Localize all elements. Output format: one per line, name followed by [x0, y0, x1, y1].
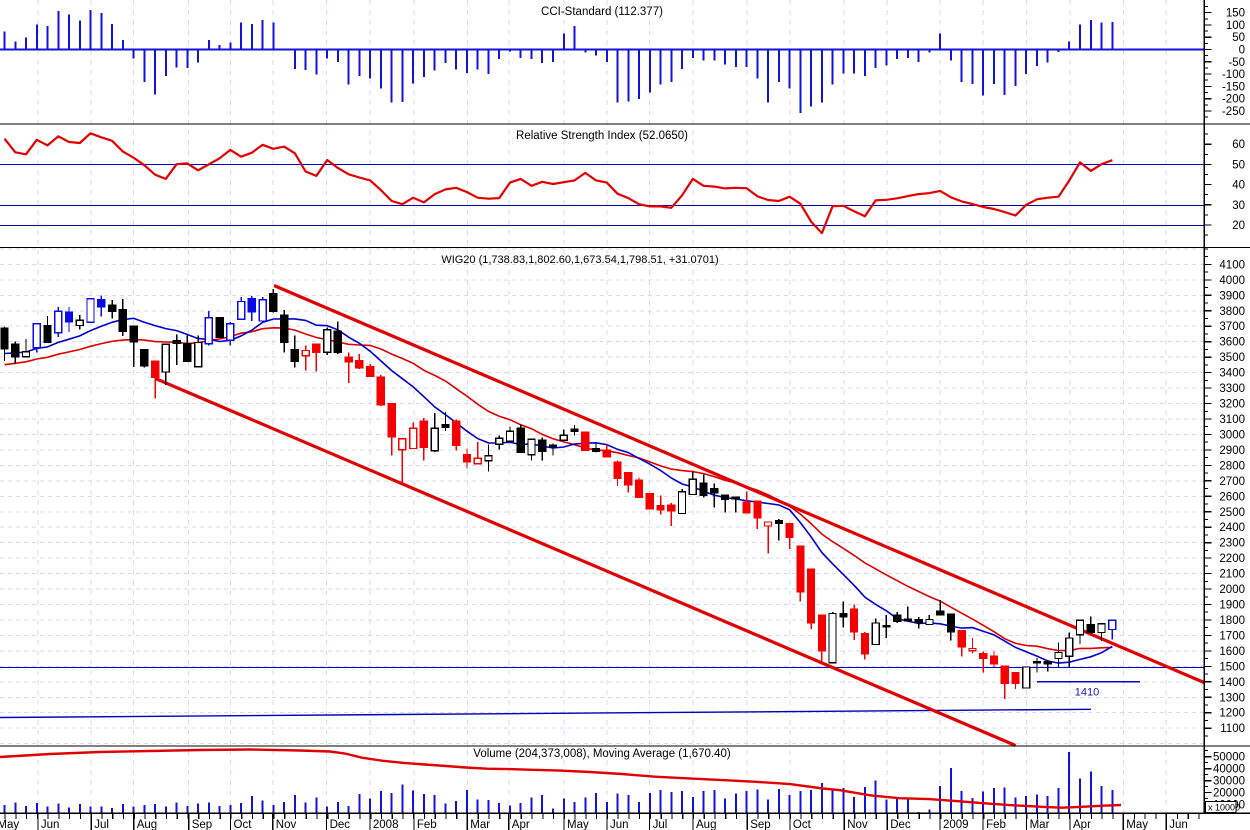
svg-text:Oct: Oct	[234, 819, 253, 830]
svg-text:Mar: Mar	[470, 819, 490, 830]
svg-text:2700: 2700	[1219, 476, 1245, 488]
svg-text:-50: -50	[1228, 57, 1245, 69]
svg-text:3700: 3700	[1219, 321, 1245, 333]
svg-text:Nov: Nov	[847, 819, 868, 830]
svg-text:0: 0	[1239, 45, 1245, 57]
svg-text:Aug: Aug	[137, 819, 157, 830]
svg-text:2500: 2500	[1219, 507, 1245, 519]
svg-text:Jul: Jul	[94, 819, 109, 830]
svg-text:3800: 3800	[1219, 306, 1245, 318]
svg-text:3200: 3200	[1219, 399, 1245, 411]
svg-text:150: 150	[1226, 8, 1245, 20]
svg-text:Dec: Dec	[890, 819, 911, 830]
svg-text:2100: 2100	[1219, 569, 1245, 581]
svg-text:Jun: Jun	[41, 819, 60, 830]
svg-text:2600: 2600	[1219, 491, 1245, 503]
svg-text:2000: 2000	[1219, 584, 1245, 596]
svg-text:Nov: Nov	[276, 819, 297, 830]
svg-text:Jul: Jul	[653, 819, 668, 830]
svg-text:Jun: Jun	[1169, 819, 1188, 830]
svg-text:20000: 20000	[1213, 788, 1245, 800]
svg-text:4000: 4000	[1219, 275, 1245, 287]
svg-text:Sep: Sep	[750, 819, 770, 830]
svg-text:3400: 3400	[1219, 368, 1245, 380]
svg-text:Feb: Feb	[986, 819, 1006, 830]
svg-text:1300: 1300	[1219, 692, 1245, 704]
svg-text:100: 100	[1226, 20, 1245, 32]
svg-text:Mar: Mar	[1030, 819, 1050, 830]
svg-text:1100: 1100	[1220, 723, 1245, 735]
svg-text:May: May	[1126, 819, 1148, 830]
svg-text:1500: 1500	[1219, 661, 1245, 673]
svg-text:1200: 1200	[1219, 708, 1245, 720]
svg-text:x 10000: x 10000	[1208, 803, 1240, 813]
svg-text:Jun: Jun	[610, 819, 629, 830]
svg-text:Apr: Apr	[1073, 819, 1091, 830]
svg-text:Relative Strength Index (52.06: Relative Strength Index (52.0650)	[516, 130, 688, 142]
svg-text:3000: 3000	[1219, 430, 1245, 442]
svg-text:WIG20 (1,738.83,1,802.60,1,673: WIG20 (1,738.83,1,802.60,1,673.54,1,798.…	[441, 254, 718, 266]
svg-text:Apr: Apr	[512, 819, 530, 830]
svg-text:CCI-Standard (112.377): CCI-Standard (112.377)	[541, 6, 663, 18]
svg-text:2008: 2008	[373, 819, 399, 830]
svg-text:3500: 3500	[1219, 352, 1245, 364]
svg-text:Aug: Aug	[696, 819, 716, 830]
svg-text:60: 60	[1232, 139, 1245, 151]
svg-text:-250: -250	[1222, 106, 1245, 118]
svg-text:-100: -100	[1222, 69, 1245, 81]
svg-text:30: 30	[1232, 200, 1245, 212]
svg-text:50000: 50000	[1213, 752, 1245, 764]
svg-text:1800: 1800	[1219, 615, 1245, 627]
svg-text:40: 40	[1232, 180, 1245, 192]
svg-text:-200: -200	[1222, 94, 1245, 106]
svg-text:40000: 40000	[1213, 764, 1245, 776]
svg-text:-150: -150	[1222, 81, 1245, 93]
svg-text:1410: 1410	[1075, 687, 1099, 699]
svg-text:50: 50	[1232, 159, 1245, 171]
svg-text:1900: 1900	[1219, 600, 1245, 612]
svg-text:Sep: Sep	[192, 819, 212, 830]
svg-text:2900: 2900	[1219, 445, 1245, 457]
svg-text:4100: 4100	[1219, 259, 1245, 271]
svg-text:20: 20	[1232, 220, 1245, 232]
svg-text:May: May	[567, 819, 589, 830]
svg-text:2300: 2300	[1219, 538, 1245, 550]
svg-text:3900: 3900	[1219, 290, 1245, 302]
svg-text:Dec: Dec	[330, 819, 351, 830]
svg-text:2400: 2400	[1219, 522, 1245, 534]
svg-text:3100: 3100	[1219, 414, 1245, 426]
svg-text:2200: 2200	[1219, 553, 1245, 565]
svg-text:Feb: Feb	[417, 819, 437, 830]
svg-text:2009: 2009	[943, 819, 969, 830]
svg-text:30000: 30000	[1213, 776, 1245, 788]
svg-text:2800: 2800	[1219, 460, 1245, 472]
svg-text:3300: 3300	[1219, 383, 1245, 395]
svg-text:50: 50	[1232, 32, 1245, 44]
svg-text:Oct: Oct	[793, 819, 812, 830]
svg-text:May: May	[0, 819, 19, 830]
svg-text:Volume (204,373,008), Moving A: Volume (204,373,008), Moving Average (1,…	[473, 748, 731, 760]
svg-text:1400: 1400	[1219, 677, 1245, 689]
svg-text:3600: 3600	[1219, 337, 1245, 349]
svg-text:1700: 1700	[1219, 630, 1245, 642]
svg-text:1600: 1600	[1219, 646, 1245, 658]
